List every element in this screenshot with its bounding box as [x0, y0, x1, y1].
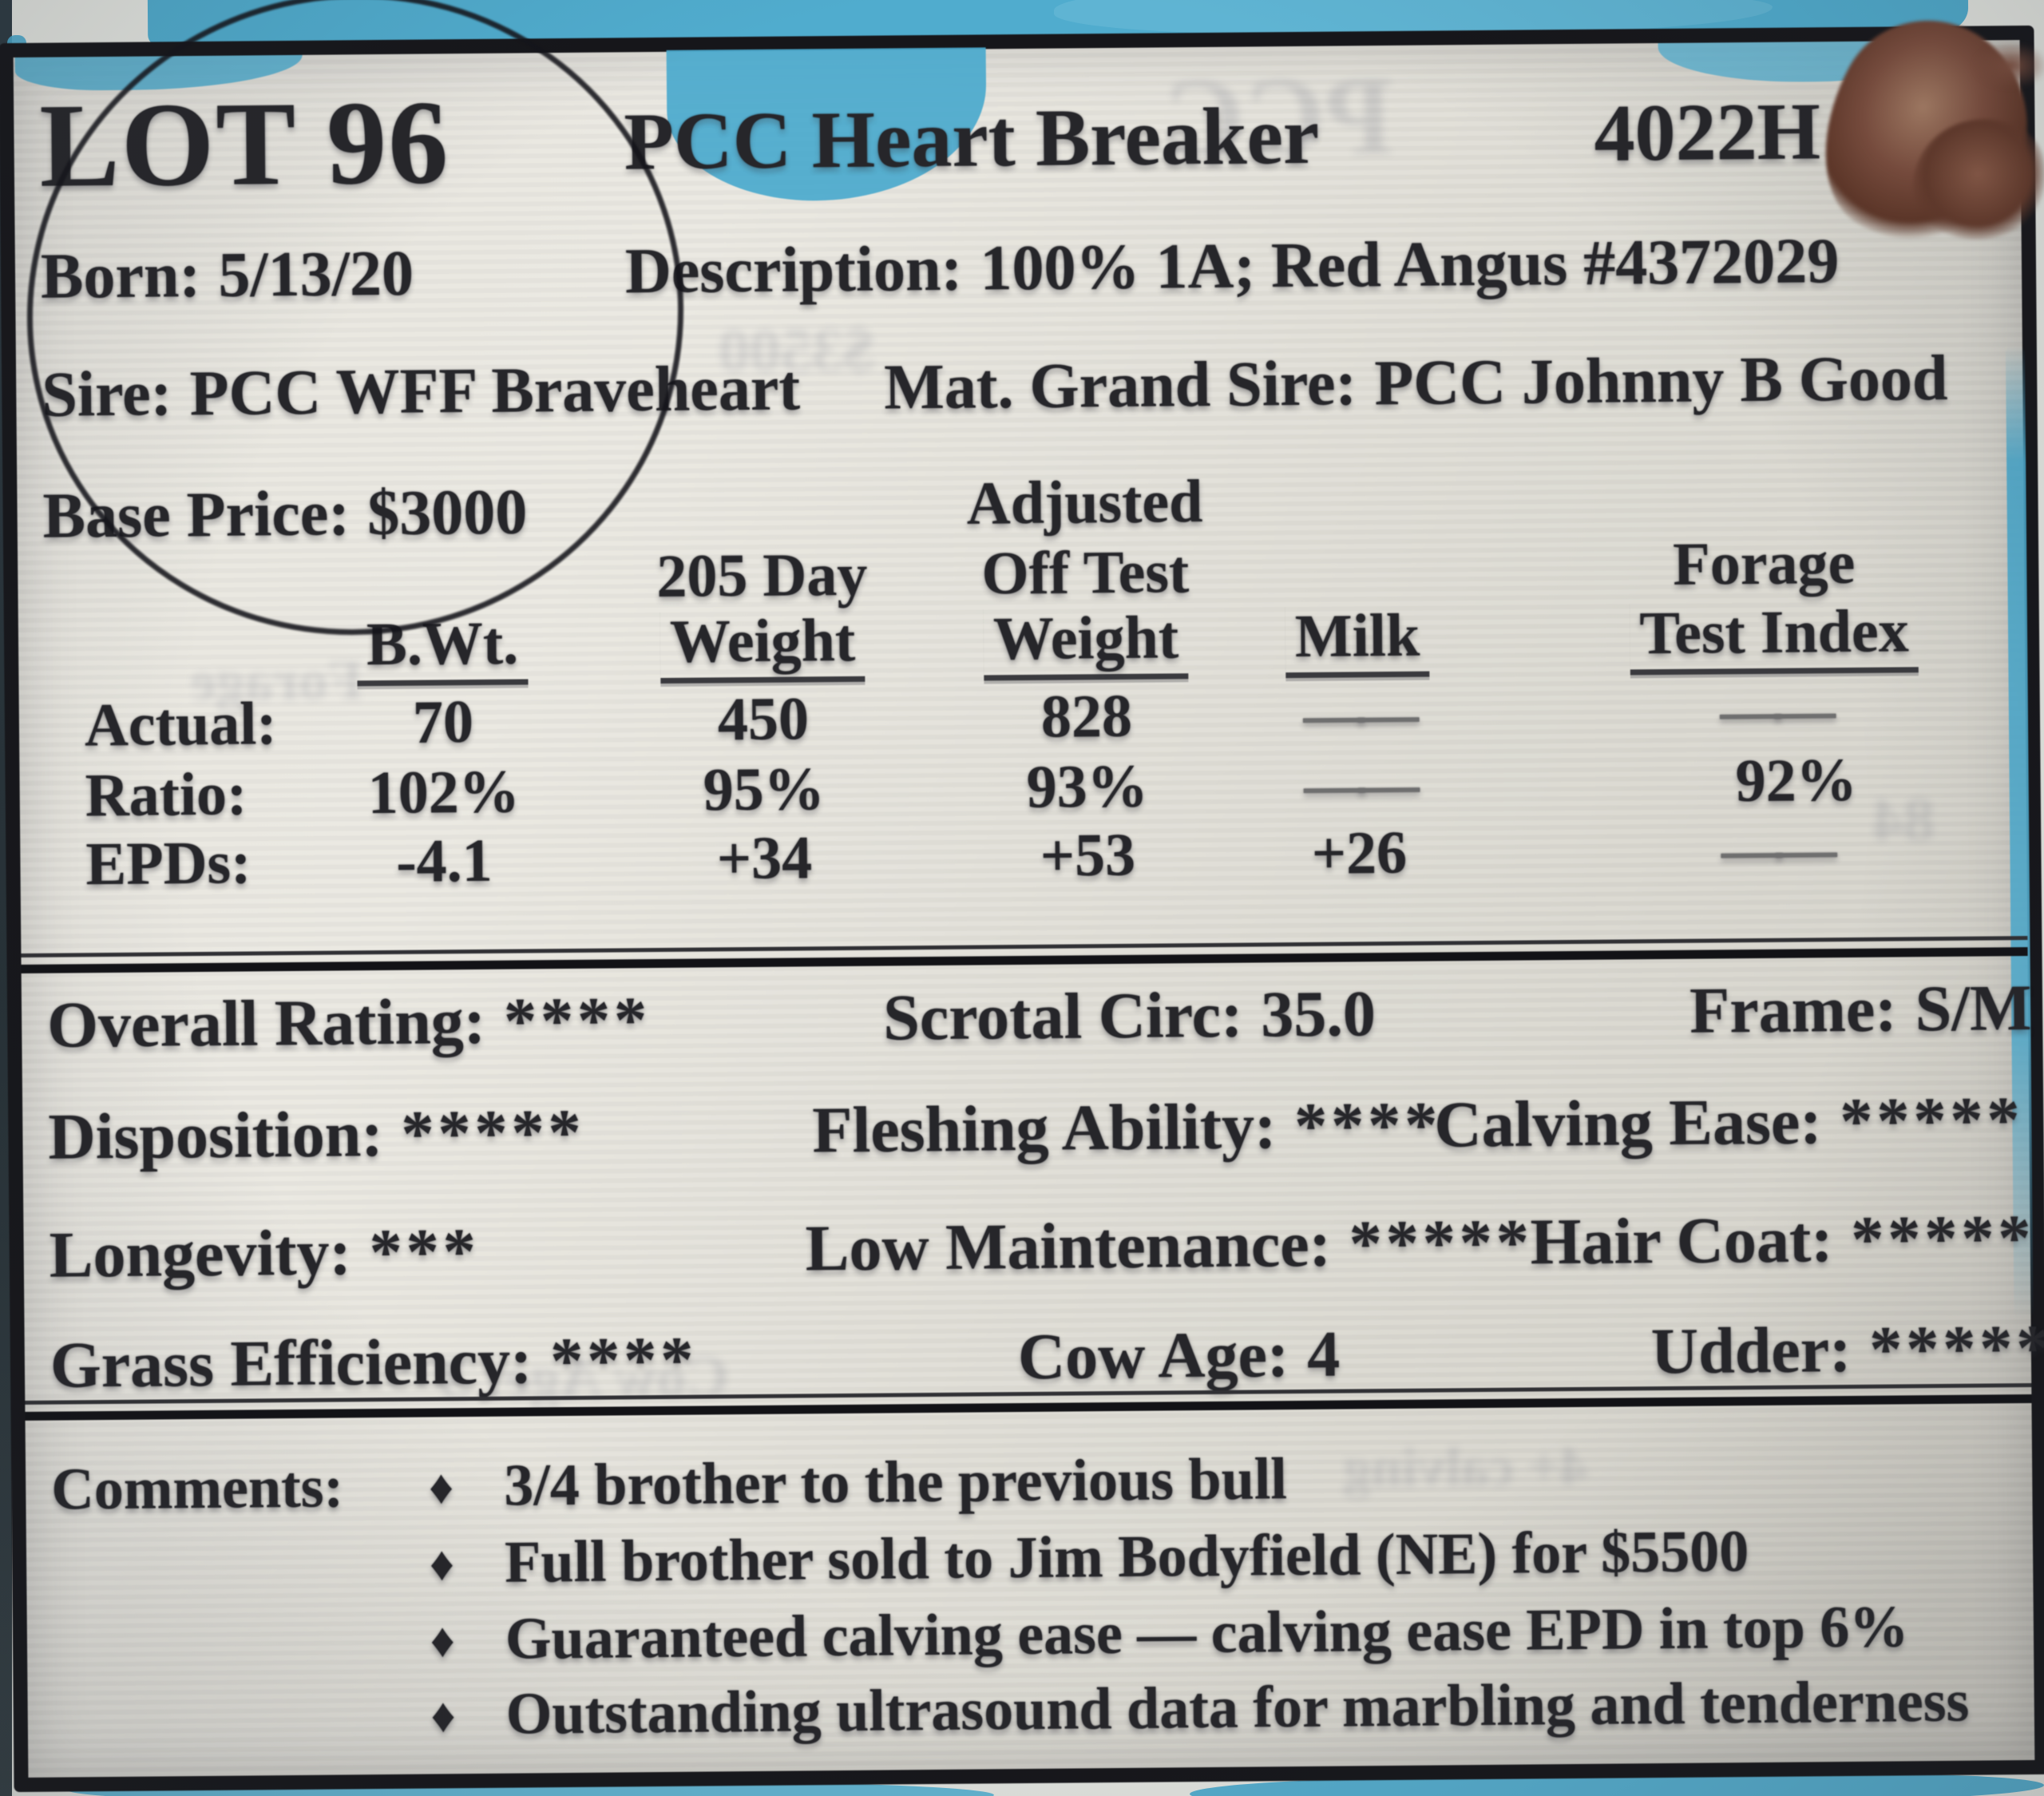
overall-rating-stars: ****	[503, 983, 652, 1057]
col-forage-header: Test Index	[1630, 597, 1919, 676]
udder: Udder: *****	[1650, 1310, 2044, 1388]
ratio-bwt: 102%	[367, 758, 521, 827]
comments-label: Comments:	[50, 1454, 344, 1523]
epd-forage-dash: ——	[1721, 815, 1832, 884]
low-maintenance-label: Low Maintenance:	[805, 1207, 1332, 1285]
scrotal-circ-value: 35.0	[1260, 977, 1377, 1051]
bullet-diamond-icon: ♦	[429, 1461, 454, 1514]
col-milk-header: Milk	[1285, 602, 1430, 679]
actual-forage-dash: ——	[1720, 676, 1830, 745]
epd-bwt: -4.1	[395, 827, 493, 895]
ratio-offtest: 93%	[1026, 752, 1149, 821]
col-adjusted-line1: Adjusted	[966, 468, 1203, 537]
hair-coat: Hair Coat: *****	[1530, 1200, 2035, 1279]
epd-offtest: +53	[1040, 821, 1136, 890]
bullet-diamond-icon: ♦	[430, 1614, 455, 1667]
longevity: Longevity: ***	[49, 1214, 481, 1291]
udder-stars: *****	[1868, 1310, 2044, 1386]
calving-ease-stars: *****	[1840, 1083, 2024, 1158]
udder-label: Udder:	[1650, 1312, 1852, 1388]
comment-item: 3/4 brother to the previous bull	[503, 1446, 1288, 1519]
disposition-label: Disposition:	[48, 1097, 384, 1173]
low-maintenance: Low Maintenance: *****	[805, 1205, 1534, 1285]
row-label-ratio: Ratio:	[85, 760, 248, 830]
actual-offtest: 828	[1040, 682, 1133, 751]
grass-efficiency: Grass Efficiency: ****	[50, 1322, 698, 1402]
frame-label: Frame:	[1689, 972, 1898, 1047]
hair-coat-stars: *****	[1851, 1200, 2035, 1275]
mat-grand-sire-row: Mat. Grand Sire: PCC Johnny B Good	[883, 343, 1948, 423]
epd-205day: +34	[716, 824, 813, 893]
animal-name: PCC Heart Breaker	[624, 90, 1320, 188]
comment-item: Guaranteed calving ease — calving ease E…	[505, 1594, 1909, 1672]
disposition-stars: *****	[401, 1095, 585, 1170]
tag-number: 4022H	[1594, 86, 1821, 179]
row-label-epds: EPDs:	[85, 829, 252, 898]
longevity-stars: ***	[369, 1214, 481, 1289]
frame: Frame: S/M	[1689, 970, 2032, 1047]
fleshing-ability-label: Fleshing Ability:	[812, 1089, 1277, 1167]
epd-milk: +26	[1311, 819, 1408, 887]
calving-ease-label: Calving Ease:	[1433, 1084, 1822, 1161]
actual-milk-dash: ——	[1303, 680, 1413, 748]
ratio-205day: 95%	[703, 755, 826, 824]
scrotal-circ: Scrotal Circ: 35.0	[882, 977, 1377, 1054]
actual-205day: 450	[717, 685, 810, 754]
comment-item: Full brother sold to Jim Bodyfield (NE) …	[504, 1519, 1749, 1596]
disposition: Disposition: *****	[48, 1095, 585, 1173]
blue-marker-top-band-light	[1054, 0, 1773, 34]
overall-rating-label: Overall Rating:	[46, 984, 486, 1061]
cow-age: Cow Age: 4	[1017, 1317, 1341, 1394]
bleedthrough-text: 84	[1872, 784, 1935, 854]
longevity-label: Longevity:	[49, 1215, 352, 1291]
actual-bwt: 70	[412, 688, 474, 756]
description-value: 100% 1A; Red Angus #4372029	[980, 226, 1840, 304]
bullet-diamond-icon: ♦	[429, 1537, 455, 1591]
cow-age-value: 4	[1306, 1317, 1341, 1390]
scrotal-circ-label: Scrotal Circ:	[882, 977, 1243, 1054]
row-label-actual: Actual:	[84, 690, 277, 759]
comment-item: Outstanding ultrasound data for marbling…	[505, 1668, 1970, 1747]
ratio-forage: 92%	[1735, 746, 1858, 815]
hair-coat-label: Hair Coat:	[1530, 1203, 1833, 1279]
bullet-diamond-icon: ♦	[430, 1689, 456, 1742]
cow-age-label: Cow Age:	[1017, 1318, 1289, 1394]
ratio-milk-dash: ——	[1303, 750, 1414, 819]
fleshing-ability: Fleshing Ability: ****	[812, 1088, 1442, 1167]
col-forage-line1: Forage	[1672, 529, 1856, 598]
mat-grand-sire-label: Mat. Grand Sire:	[883, 348, 1357, 423]
low-maintenance-stars: *****	[1349, 1205, 1534, 1280]
frame-value: S/M	[1915, 970, 2032, 1045]
grass-efficiency-label: Grass Efficiency:	[50, 1324, 533, 1402]
bleedthrough-text: 4+ calving	[1342, 1435, 1588, 1500]
overall-rating: Overall Rating: ****	[46, 983, 652, 1061]
col-offtest-line2: Off Test	[981, 538, 1190, 608]
brown-smudge	[1972, 42, 2044, 89]
description-row: Description: 100% 1A; Red Angus #4372029	[625, 226, 1840, 307]
col-offtest-header: Weight	[983, 604, 1189, 681]
mat-grand-sire-value: PCC Johnny B Good	[1374, 343, 1948, 419]
calving-ease: Calving Ease: *****	[1433, 1083, 2024, 1161]
pen-circle-annotation	[27, 0, 683, 636]
grass-efficiency-stars: ****	[549, 1322, 698, 1398]
fleshing-ability-stars: ****	[1293, 1088, 1442, 1163]
